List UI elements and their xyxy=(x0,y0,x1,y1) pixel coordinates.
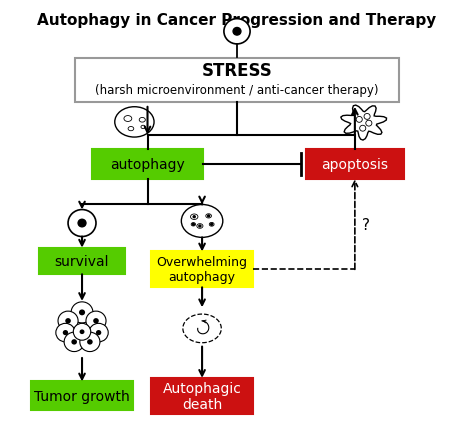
Circle shape xyxy=(73,324,91,340)
Text: Tumor growth: Tumor growth xyxy=(34,389,130,403)
Text: Autophagic
death: Autophagic death xyxy=(163,381,242,411)
Text: Overwhelming
autophagy: Overwhelming autophagy xyxy=(156,256,247,284)
Text: (harsh microenvironment / anti-cancer therapy): (harsh microenvironment / anti-cancer th… xyxy=(95,83,379,96)
Ellipse shape xyxy=(141,126,146,130)
Circle shape xyxy=(71,302,93,323)
FancyBboxPatch shape xyxy=(151,378,254,414)
Circle shape xyxy=(80,332,100,352)
Circle shape xyxy=(64,332,84,352)
Ellipse shape xyxy=(115,107,154,138)
Circle shape xyxy=(87,340,93,345)
FancyBboxPatch shape xyxy=(31,382,133,410)
Text: ?: ? xyxy=(362,217,370,232)
Ellipse shape xyxy=(191,214,198,220)
FancyBboxPatch shape xyxy=(39,248,125,275)
Circle shape xyxy=(96,330,101,335)
Circle shape xyxy=(72,340,77,345)
Circle shape xyxy=(79,310,85,316)
Text: autophagy: autophagy xyxy=(110,158,185,172)
Ellipse shape xyxy=(128,127,134,132)
Circle shape xyxy=(366,121,372,127)
Circle shape xyxy=(65,318,71,324)
Circle shape xyxy=(364,114,370,120)
FancyBboxPatch shape xyxy=(75,58,399,103)
FancyBboxPatch shape xyxy=(92,150,203,180)
Circle shape xyxy=(191,223,195,227)
Text: survival: survival xyxy=(55,254,109,268)
Circle shape xyxy=(80,330,84,334)
Circle shape xyxy=(93,318,99,324)
Text: Autophagy in Cancer Progression and Therapy: Autophagy in Cancer Progression and Ther… xyxy=(37,13,437,28)
Circle shape xyxy=(192,216,196,219)
Circle shape xyxy=(233,29,241,36)
Circle shape xyxy=(224,20,250,45)
Polygon shape xyxy=(341,106,386,141)
Ellipse shape xyxy=(210,223,214,227)
Circle shape xyxy=(63,330,68,335)
Circle shape xyxy=(210,223,213,227)
FancyBboxPatch shape xyxy=(151,252,254,288)
Ellipse shape xyxy=(206,214,211,219)
Circle shape xyxy=(56,324,75,342)
Circle shape xyxy=(360,126,366,132)
Circle shape xyxy=(78,220,86,227)
Circle shape xyxy=(86,311,106,331)
Circle shape xyxy=(207,215,210,218)
Ellipse shape xyxy=(139,118,146,123)
Circle shape xyxy=(58,311,78,331)
Circle shape xyxy=(89,324,108,342)
Circle shape xyxy=(68,210,96,237)
Ellipse shape xyxy=(124,116,132,122)
Circle shape xyxy=(356,117,362,123)
Text: STRESS: STRESS xyxy=(201,62,273,80)
Ellipse shape xyxy=(182,205,223,238)
Ellipse shape xyxy=(197,224,203,229)
Ellipse shape xyxy=(191,223,196,227)
Circle shape xyxy=(198,225,201,228)
Text: apoptosis: apoptosis xyxy=(321,158,388,172)
FancyBboxPatch shape xyxy=(306,150,404,180)
